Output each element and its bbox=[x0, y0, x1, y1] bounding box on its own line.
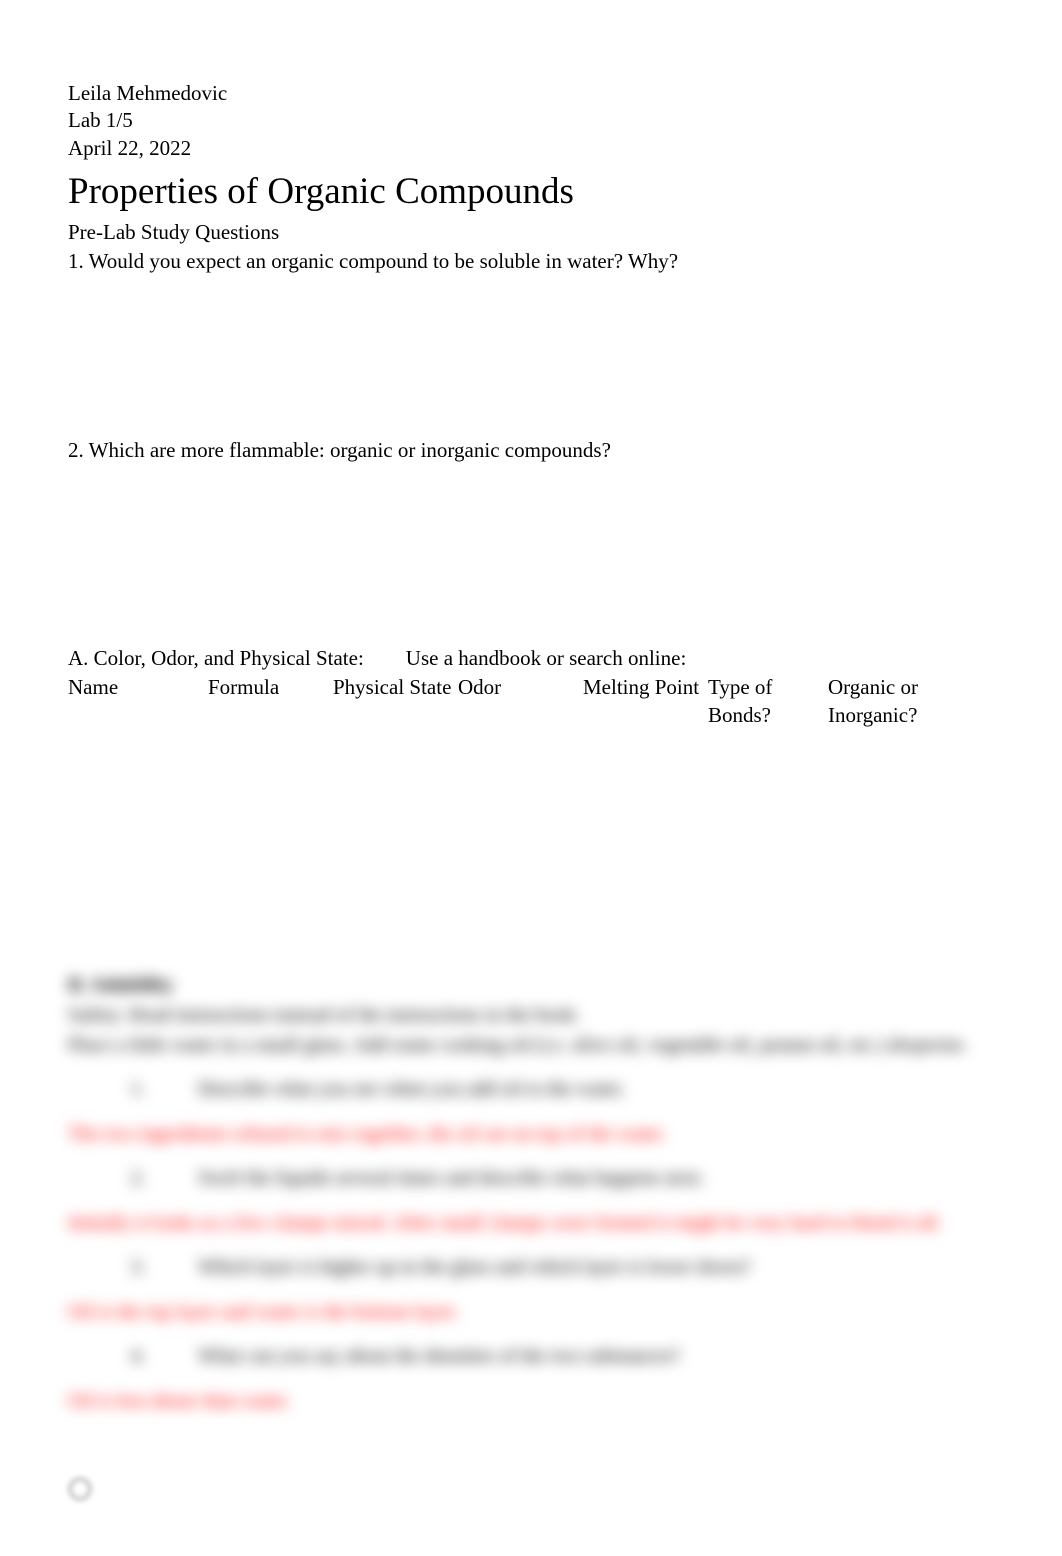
section-a-right: Use a handbook or search online: bbox=[406, 646, 687, 671]
item-answer-1: The two ingredients refused to mix toget… bbox=[68, 1119, 994, 1149]
col-header-odor: Odor bbox=[458, 673, 583, 730]
lab-number: Lab 1/5 bbox=[68, 107, 994, 134]
item-answer-4: Oil is less dense than water. bbox=[68, 1386, 994, 1416]
document-subtitle: Pre-Lab Study Questions bbox=[68, 218, 994, 247]
section-b-title: B. Solubility bbox=[68, 970, 994, 1000]
col-header-formula: Formula bbox=[208, 673, 333, 730]
section-a-left: A. Color, Odor, and Physical State: bbox=[68, 646, 364, 671]
item-num-1: 1. bbox=[68, 1078, 148, 1101]
item-num-4: 4. bbox=[68, 1345, 148, 1368]
item-q-4: What can you say about the densities of … bbox=[148, 1345, 994, 1368]
item-answer-2: Initially it looks as a few clumps mixed… bbox=[68, 1208, 994, 1238]
item-q-2: Swirl the liquids several times and desc… bbox=[148, 1167, 994, 1190]
blurred-preview: B. Solubility Safety: Read instructions … bbox=[68, 970, 994, 1416]
col-header-name: Name bbox=[68, 673, 208, 730]
blurred-item-3: 3. Which layer is higher up in the glass… bbox=[68, 1256, 994, 1279]
item-num-2: 2. bbox=[68, 1167, 148, 1190]
page-icon bbox=[68, 1477, 92, 1501]
col-header-physical: Physical State bbox=[333, 673, 458, 730]
blurred-item-2: 2. Swirl the liquids several times and d… bbox=[68, 1167, 994, 1190]
safety-note: Safety: Read instructions instead of the… bbox=[68, 1000, 994, 1030]
blurred-item-1: 1. Describe what you see when you add oi… bbox=[68, 1078, 994, 1101]
question-1: 1. Would you expect an organic compound … bbox=[68, 247, 994, 276]
answer-space-1 bbox=[68, 276, 994, 436]
col-header-melting: Melting Point bbox=[583, 673, 708, 730]
document-title: Properties of Organic Compounds bbox=[68, 166, 994, 218]
item-q-3: Which layer is higher up in the glass an… bbox=[148, 1256, 994, 1279]
col-header-organic: Organic or Inorganic? bbox=[828, 673, 958, 730]
student-name: Leila Mehmedovic bbox=[68, 80, 994, 107]
question-2: 2. Which are more flammable: organic or … bbox=[68, 436, 994, 465]
item-answer-3: Oil is the top layer and water is the bo… bbox=[68, 1297, 994, 1327]
col-header-type: Type of Bonds? bbox=[708, 673, 828, 730]
item-num-3: 3. bbox=[68, 1256, 148, 1279]
section-a-header: A. Color, Odor, and Physical State: Use … bbox=[68, 646, 994, 671]
blurred-item-4: 4. What can you say about the densities … bbox=[68, 1345, 994, 1368]
item-q-1: Describe what you see when you add oil t… bbox=[148, 1078, 994, 1101]
lab-date: April 22, 2022 bbox=[68, 135, 994, 162]
table-header-row: Name Formula Physical State Odor Melting… bbox=[68, 673, 994, 730]
instructions: Place a little water in a small glass. A… bbox=[68, 1030, 994, 1060]
